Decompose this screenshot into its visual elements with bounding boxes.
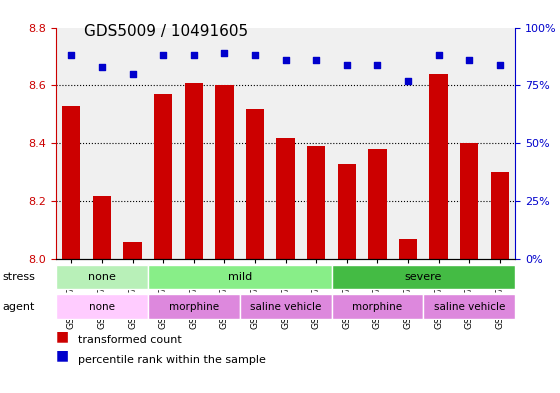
Bar: [154, 94, 172, 259]
Text: saline vehicle: saline vehicle: [250, 301, 321, 312]
Bar: [62, 106, 81, 259]
FancyBboxPatch shape: [332, 265, 515, 289]
FancyBboxPatch shape: [148, 265, 332, 289]
Bar: [491, 173, 509, 259]
FancyBboxPatch shape: [423, 294, 515, 319]
Bar: [307, 146, 325, 259]
Point: [67, 52, 76, 59]
Point: [158, 52, 167, 59]
Text: mild: mild: [227, 272, 252, 282]
Text: morphine: morphine: [352, 301, 403, 312]
Point: [281, 57, 290, 63]
Point: [128, 71, 137, 77]
Point: [189, 52, 198, 59]
Bar: [185, 83, 203, 259]
Bar: [246, 109, 264, 259]
Text: agent: agent: [3, 301, 35, 312]
FancyBboxPatch shape: [56, 294, 148, 319]
Point: [97, 64, 106, 70]
Point: [220, 50, 229, 56]
Point: [496, 61, 505, 68]
Point: [312, 57, 321, 63]
Text: morphine: morphine: [169, 301, 219, 312]
FancyBboxPatch shape: [148, 294, 240, 319]
Bar: [123, 242, 142, 259]
Bar: [368, 149, 386, 259]
Point: [465, 57, 474, 63]
Bar: [277, 138, 295, 259]
Text: stress: stress: [3, 272, 36, 282]
Text: severe: severe: [405, 272, 442, 282]
Bar: [93, 196, 111, 259]
Bar: [338, 164, 356, 259]
Text: none: none: [89, 301, 115, 312]
Text: none: none: [88, 272, 116, 282]
Point: [250, 52, 259, 59]
Text: ■: ■: [56, 329, 69, 343]
Bar: [430, 74, 448, 259]
FancyBboxPatch shape: [332, 294, 423, 319]
Bar: [215, 86, 234, 259]
Text: saline vehicle: saline vehicle: [433, 301, 505, 312]
Point: [434, 52, 443, 59]
Point: [342, 61, 351, 68]
Bar: [460, 143, 478, 259]
Text: GDS5009 / 10491605: GDS5009 / 10491605: [84, 24, 248, 39]
Text: percentile rank within the sample: percentile rank within the sample: [78, 354, 266, 365]
Point: [373, 61, 382, 68]
FancyBboxPatch shape: [56, 265, 148, 289]
Bar: [399, 239, 417, 259]
FancyBboxPatch shape: [240, 294, 332, 319]
Text: ■: ■: [56, 349, 69, 363]
Text: transformed count: transformed count: [78, 335, 182, 345]
Point: [404, 78, 413, 84]
